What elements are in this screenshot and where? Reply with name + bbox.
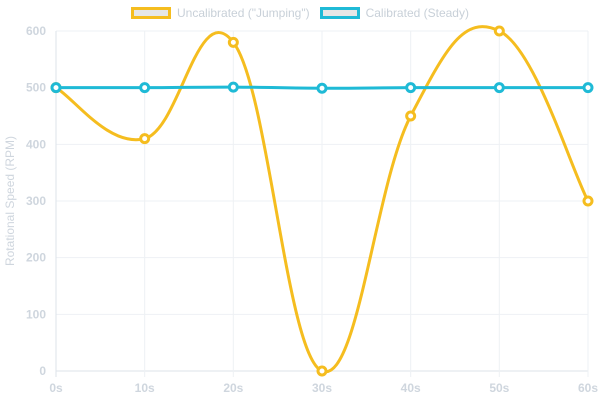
data-point-30s	[316, 365, 328, 377]
data-point-20s	[227, 81, 239, 93]
x-tick-label: 50s	[489, 381, 509, 395]
x-tick-label: 20s	[223, 381, 243, 395]
data-point-20s	[227, 36, 239, 48]
legend-swatch-uncalibrated	[131, 7, 172, 19]
y-tick-label: 0	[39, 364, 46, 378]
y-tick-label: 500	[26, 81, 46, 95]
x-tick-label: 30s	[312, 381, 332, 395]
legend-item-uncalibrated[interactable]: Uncalibrated ("Jumping")	[131, 6, 310, 20]
y-tick-label: 300	[26, 194, 46, 208]
y-axis-title: Rotational Speed (RPM)	[3, 136, 17, 266]
y-tick-label: 600	[26, 24, 46, 38]
data-point-10s	[139, 82, 151, 94]
legend-item-calibrated[interactable]: Calibrated (Steady)	[319, 6, 469, 20]
x-tick-label: 40s	[401, 381, 421, 395]
y-tick-label: 200	[26, 251, 46, 265]
series-calibrated	[50, 81, 594, 94]
data-point-60s	[582, 82, 594, 94]
data-point-40s	[405, 110, 417, 122]
x-tick-label: 60s	[578, 381, 598, 395]
data-point-50s	[493, 25, 505, 37]
chart-legend: Uncalibrated ("Jumping") Calibrated (Ste…	[0, 6, 600, 20]
data-point-40s	[405, 82, 417, 94]
x-tick-label: 10s	[135, 381, 155, 395]
y-axis-ticks: 0 100 200 300 400 500 600	[26, 24, 46, 378]
y-tick-label: 100	[26, 307, 46, 321]
data-point-50s	[493, 82, 505, 94]
legend-label-uncalibrated: Uncalibrated ("Jumping")	[177, 6, 310, 20]
x-axis-ticks: 0s 10s 20s 30s 40s 50s 60s	[49, 381, 598, 395]
legend-label-calibrated: Calibrated (Steady)	[365, 6, 469, 20]
x-tick-label: 0s	[49, 381, 63, 395]
data-point-60s	[582, 195, 594, 207]
y-tick-label: 400	[26, 137, 46, 151]
legend-swatch-calibrated	[319, 7, 360, 19]
data-series	[50, 25, 594, 377]
data-point-0s	[50, 82, 62, 94]
data-point-10s	[139, 133, 151, 145]
data-point-30s	[316, 82, 328, 94]
